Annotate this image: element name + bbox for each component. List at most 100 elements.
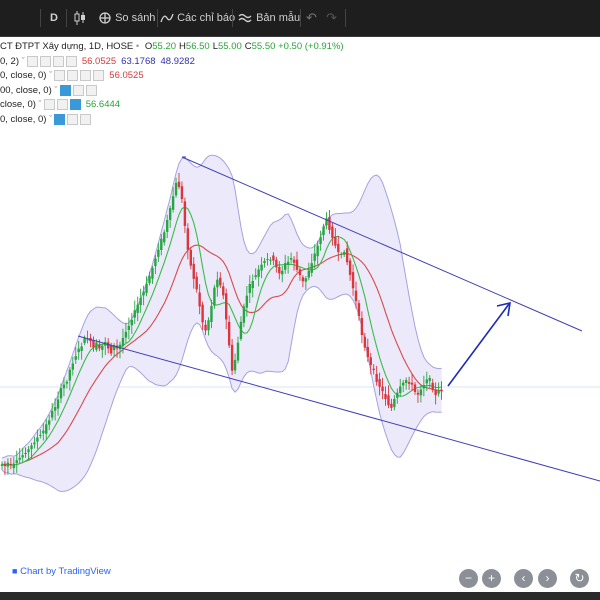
candle bbox=[416, 389, 420, 403]
candle bbox=[266, 253, 269, 266]
candle bbox=[239, 316, 243, 342]
candle bbox=[139, 288, 142, 313]
candle bbox=[301, 275, 305, 288]
candle bbox=[157, 242, 160, 262]
upper-trend-line[interactable] bbox=[181, 156, 583, 332]
settings-toggle-icon[interactable] bbox=[26, 55, 38, 67]
candle bbox=[171, 187, 175, 213]
candle bbox=[298, 267, 302, 281]
candle bbox=[286, 256, 290, 274]
price-chart[interactable] bbox=[0, 37, 600, 592]
indicator-row: 00, close, 0) ˇ bbox=[0, 84, 344, 99]
candle bbox=[39, 429, 42, 439]
indicator-name[interactable]: 00, close, 0) bbox=[0, 84, 52, 96]
zoom-in-icon[interactable]: + bbox=[482, 569, 501, 588]
settings-toggle-icon[interactable] bbox=[67, 113, 79, 125]
candle bbox=[434, 382, 437, 405]
ohlc-values: O55.20 H56.50 L55.00 C55.50 bbox=[142, 41, 278, 52]
candle bbox=[366, 338, 369, 362]
candle bbox=[230, 338, 234, 376]
candle bbox=[136, 296, 139, 322]
indicator-row: 0, 2) ˇ 56.0525 63.1768 48.9282 bbox=[0, 55, 344, 70]
chart-legend: CT ĐTPT Xây dựng, 1D, HOSE • O55.20 H56.5… bbox=[0, 40, 344, 128]
indicator-name[interactable]: 0, close, 0) bbox=[0, 113, 47, 125]
candle bbox=[284, 254, 287, 274]
template-icon bbox=[238, 12, 253, 24]
candle bbox=[419, 384, 423, 403]
indicators-button[interactable]: Các chỉ báo bbox=[160, 9, 235, 27]
toolbar-separator bbox=[300, 9, 301, 27]
settings-toggle-icon[interactable] bbox=[52, 55, 64, 67]
template-button[interactable]: Bản mẫu bbox=[238, 9, 300, 27]
indicator-value: 56.0525 bbox=[109, 70, 144, 82]
zoom-out-icon[interactable]: − bbox=[459, 569, 478, 588]
candle bbox=[71, 356, 74, 376]
compare-button[interactable]: So sánh bbox=[98, 9, 155, 27]
candle bbox=[216, 271, 219, 297]
candle bbox=[166, 214, 169, 238]
scroll-right-icon[interactable]: › bbox=[538, 569, 557, 588]
candle bbox=[310, 253, 313, 277]
settings-toggle-icon[interactable] bbox=[80, 113, 92, 125]
indicator-menu-icon[interactable]: ˇ bbox=[46, 113, 53, 125]
settings-toggle-icon[interactable] bbox=[39, 55, 51, 67]
forecast-arrow-shaft[interactable] bbox=[447, 303, 510, 387]
lower-trend-line[interactable] bbox=[77, 335, 600, 482]
candle bbox=[354, 281, 358, 309]
indicator-menu-icon[interactable]: ˇ bbox=[35, 99, 42, 111]
candles-icon[interactable] bbox=[73, 9, 87, 27]
candle bbox=[428, 375, 431, 388]
indicator-menu-icon[interactable]: ˇ bbox=[51, 84, 58, 96]
scroll-left-icon[interactable]: ‹ bbox=[514, 569, 533, 588]
ohlc-label: L bbox=[212, 41, 218, 52]
visibility-toggle-icon[interactable] bbox=[69, 99, 81, 111]
candle bbox=[80, 342, 83, 360]
ohlc-label: H bbox=[179, 41, 186, 52]
candle bbox=[92, 336, 95, 352]
candle bbox=[337, 235, 340, 262]
indicator-value: 63.1768 bbox=[121, 55, 156, 67]
redo-icon[interactable]: ↷ bbox=[326, 10, 337, 25]
settings-toggle-icon[interactable] bbox=[93, 70, 105, 82]
candle bbox=[319, 230, 322, 251]
candle bbox=[245, 285, 249, 317]
candle bbox=[399, 378, 402, 397]
tradingview-logo-icon: ■ bbox=[12, 566, 18, 576]
indicator-name[interactable]: 0, close, 0) bbox=[0, 70, 47, 82]
symbol-title[interactable]: CT ĐTPT Xây dựng, 1D, HOSE bbox=[0, 41, 134, 52]
indicator-name[interactable]: close, 0) bbox=[0, 99, 36, 111]
candle bbox=[313, 244, 316, 269]
settings-toggle-icon[interactable] bbox=[65, 55, 77, 67]
settings-toggle-icon[interactable] bbox=[43, 99, 55, 111]
candle bbox=[357, 300, 361, 321]
candle bbox=[225, 288, 228, 330]
title-dropdown-icon[interactable]: • bbox=[135, 41, 140, 52]
settings-toggle-icon[interactable] bbox=[67, 70, 79, 82]
candle bbox=[269, 257, 272, 265]
candle bbox=[198, 284, 201, 315]
indicator-menu-icon[interactable]: ˇ bbox=[19, 55, 25, 67]
reset-icon[interactable]: ↻ bbox=[570, 569, 589, 588]
visibility-toggle-icon[interactable] bbox=[54, 113, 66, 125]
candle bbox=[21, 447, 24, 462]
indicator-menu-icon[interactable]: ˇ bbox=[46, 70, 53, 82]
indicator-row: 0, close, 0) ˇ bbox=[0, 113, 344, 128]
indicator-name[interactable]: 0, 2) bbox=[0, 55, 20, 67]
candle bbox=[410, 373, 414, 391]
candle bbox=[145, 276, 148, 297]
interval-button[interactable]: D bbox=[50, 12, 58, 24]
settings-toggle-icon[interactable] bbox=[80, 70, 92, 82]
settings-toggle-icon[interactable] bbox=[85, 84, 97, 96]
indicator-row: 0, close, 0) ˇ 56.0525 bbox=[0, 69, 344, 84]
moving-average-green bbox=[1, 206, 442, 466]
visibility-toggle-icon[interactable] bbox=[59, 84, 71, 96]
candle bbox=[107, 338, 110, 354]
settings-toggle-icon[interactable] bbox=[54, 70, 66, 82]
tradingview-credit-link[interactable]: ■ Chart by TradingView bbox=[12, 566, 111, 577]
candle bbox=[307, 262, 310, 281]
candle bbox=[381, 377, 384, 400]
settings-toggle-icon[interactable] bbox=[72, 84, 84, 96]
settings-toggle-icon[interactable] bbox=[56, 99, 68, 111]
candle bbox=[77, 340, 80, 360]
undo-icon[interactable]: ↶ bbox=[306, 10, 317, 25]
